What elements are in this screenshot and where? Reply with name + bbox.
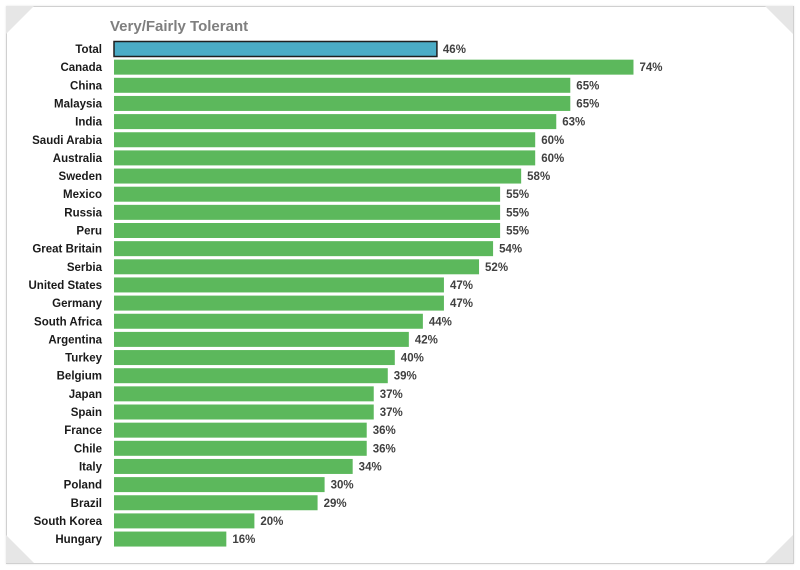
value-label: 65% xyxy=(576,80,599,92)
bar xyxy=(114,223,501,238)
category-label: China xyxy=(70,80,103,92)
value-label: 34% xyxy=(359,461,382,473)
category-label: Japan xyxy=(69,389,102,401)
category-label: Hungary xyxy=(55,534,102,546)
bar xyxy=(114,59,634,75)
bar xyxy=(114,404,374,420)
bar xyxy=(114,313,423,329)
category-label: Brazil xyxy=(71,498,102,510)
category-label: South Korea xyxy=(34,516,103,528)
bars-layer: Total 46% Canada 74% China 65% Malaysia 65% Indi… xyxy=(29,40,663,547)
bar xyxy=(114,440,367,456)
value-label: 47% xyxy=(450,280,473,292)
bar xyxy=(114,368,388,384)
category-label: Russia xyxy=(64,207,102,219)
category-label: Malaysia xyxy=(54,98,103,110)
bar xyxy=(114,350,395,366)
value-label: 63% xyxy=(562,117,585,129)
corner-decoration xyxy=(765,6,793,34)
category-label: Sweden xyxy=(59,171,102,183)
bar xyxy=(114,114,557,130)
value-label: 54% xyxy=(499,244,522,256)
value-label: 36% xyxy=(373,443,396,455)
category-label: Peru xyxy=(76,226,102,238)
category-label: Turkey xyxy=(65,353,102,365)
category-label: Total xyxy=(75,44,102,56)
chart-title: Very/Fairly Tolerant xyxy=(110,18,249,35)
value-label: 44% xyxy=(429,316,452,328)
bar xyxy=(114,168,522,184)
corner-decoration xyxy=(765,535,793,563)
bar xyxy=(114,95,571,111)
category-label: South Africa xyxy=(34,316,103,328)
bar xyxy=(114,477,325,493)
value-label: 40% xyxy=(401,353,424,365)
value-label: 58% xyxy=(527,171,550,183)
bar xyxy=(114,531,227,547)
bar xyxy=(114,277,444,293)
bar xyxy=(114,77,571,93)
value-label: 65% xyxy=(576,98,599,110)
value-label: 29% xyxy=(324,498,347,510)
bar xyxy=(114,204,501,220)
value-label: 47% xyxy=(450,298,473,310)
value-label: 39% xyxy=(394,371,417,383)
value-label: 46% xyxy=(443,44,466,56)
category-label: Australia xyxy=(53,153,103,165)
value-label: 52% xyxy=(485,262,508,274)
category-label: Germany xyxy=(52,298,102,310)
category-label: Argentina xyxy=(48,334,102,346)
category-label: Canada xyxy=(60,62,102,74)
category-label: Italy xyxy=(79,461,103,473)
bar xyxy=(114,331,409,347)
bar xyxy=(114,422,367,438)
category-label: Saudi Arabia xyxy=(32,135,102,147)
value-label: 42% xyxy=(415,334,438,346)
bar xyxy=(114,241,494,257)
category-label: Poland xyxy=(64,480,102,492)
value-label: 37% xyxy=(380,407,403,419)
value-label: 20% xyxy=(260,516,283,528)
category-label: India xyxy=(75,117,102,129)
category-label: Serbia xyxy=(67,262,103,274)
category-label: Mexico xyxy=(63,189,102,201)
bar xyxy=(114,495,318,511)
corner-decoration xyxy=(6,535,34,563)
category-label: Chile xyxy=(74,443,102,455)
value-label: 55% xyxy=(506,207,529,219)
bar xyxy=(114,386,374,402)
category-label: Spain xyxy=(71,407,102,419)
value-label: 74% xyxy=(639,62,662,74)
value-label: 60% xyxy=(541,153,564,165)
value-label: 37% xyxy=(380,389,403,401)
value-label: 16% xyxy=(232,534,255,546)
value-label: 60% xyxy=(541,135,564,147)
category-label: United States xyxy=(29,280,103,292)
value-label: 36% xyxy=(373,425,396,437)
corner-decoration xyxy=(6,6,34,34)
bar xyxy=(114,259,480,275)
bar xyxy=(114,458,353,474)
bar xyxy=(114,132,536,148)
category-label: Belgium xyxy=(57,371,102,383)
value-label: 55% xyxy=(506,189,529,201)
bar xyxy=(114,295,444,311)
value-label: 30% xyxy=(331,480,354,492)
bar xyxy=(114,186,501,202)
category-label: Great Britain xyxy=(32,244,102,256)
bar xyxy=(114,513,255,529)
bar-total xyxy=(113,40,438,58)
category-label: France xyxy=(64,425,102,437)
bar xyxy=(114,150,536,166)
value-label: 55% xyxy=(506,226,529,238)
